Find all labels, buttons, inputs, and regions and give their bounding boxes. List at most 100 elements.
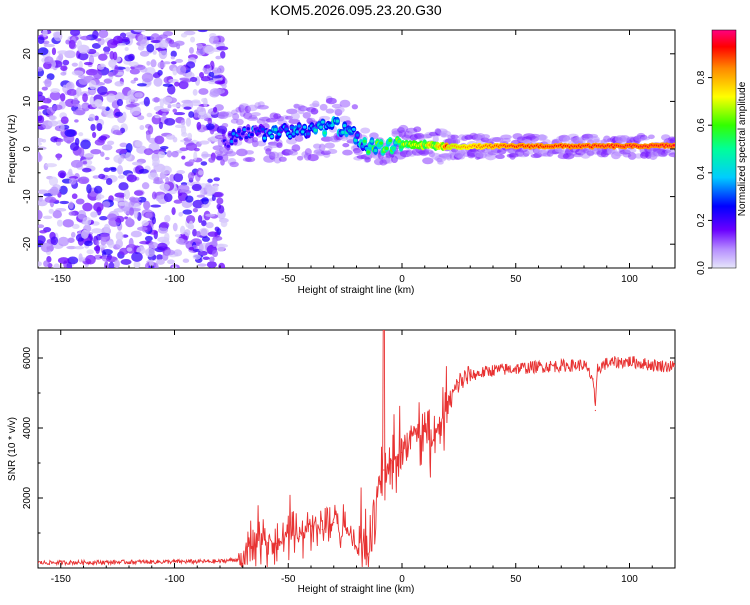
noise-blob <box>38 261 42 267</box>
noise-blob <box>57 170 67 179</box>
ridge-core <box>260 127 265 131</box>
noise-blob <box>171 207 176 216</box>
noise-blob <box>201 203 210 208</box>
noise-blob <box>122 234 129 238</box>
noise-blob <box>115 231 124 241</box>
noise-blob <box>70 30 81 37</box>
halo-blob <box>324 142 335 149</box>
halo-blob <box>247 116 259 121</box>
halo-blob <box>353 149 363 156</box>
noise-blob <box>172 136 178 143</box>
ridge-core <box>672 144 675 147</box>
colorbar-tick-label: 0.0 <box>696 261 707 275</box>
noise-blob <box>82 167 92 173</box>
ridge-core <box>319 125 323 129</box>
noise-blob <box>97 86 108 96</box>
snr-point <box>276 542 278 545</box>
halo-blob <box>413 126 422 133</box>
noise-blob <box>92 131 97 139</box>
noise-blob <box>114 92 125 102</box>
snr-point <box>128 561 130 563</box>
noise-blob <box>93 81 106 86</box>
noise-blob <box>121 36 130 43</box>
noise-blob <box>102 201 111 208</box>
noise-blob <box>93 70 103 80</box>
noise-blob <box>214 80 226 85</box>
noise-blob <box>52 104 63 111</box>
noise-blob <box>71 62 78 67</box>
ridge-core <box>368 144 372 148</box>
noise-blob <box>101 144 113 151</box>
noise-blob <box>69 142 80 151</box>
colorbar-tick-label: 0.6 <box>696 118 707 132</box>
noise-blob <box>171 103 182 108</box>
noise-blob <box>44 43 55 48</box>
halo-blob <box>319 103 328 111</box>
noise-blob <box>73 245 85 250</box>
snr-frame <box>37 329 676 569</box>
noise-blob <box>220 219 228 228</box>
noise-blob <box>174 124 186 129</box>
noise-blob <box>118 201 127 206</box>
noise-blob <box>133 261 141 268</box>
y-tick-label: 0 <box>22 146 33 152</box>
x-tick-label: -150 <box>51 274 71 285</box>
noise-blob <box>197 30 208 33</box>
ridge-core <box>230 139 234 144</box>
snr-point <box>515 367 517 370</box>
y-tick-label: -10 <box>22 189 33 204</box>
noise-blob <box>152 50 157 55</box>
halo-blob <box>360 127 371 134</box>
noise-blob <box>146 112 153 118</box>
noise-blob <box>201 197 209 205</box>
noise-blob <box>56 219 63 227</box>
noise-blob <box>167 259 175 265</box>
halo-blob <box>251 137 258 143</box>
noise-blob <box>42 30 48 38</box>
ridge-core <box>302 125 307 129</box>
noise-blob <box>68 211 76 216</box>
noise-blob <box>114 64 119 75</box>
noise-blob <box>192 89 198 96</box>
ridge-core <box>397 140 402 144</box>
noise-blob <box>216 197 224 205</box>
snr-point <box>367 553 369 555</box>
noise-blob <box>207 231 219 237</box>
noise-blob <box>137 226 148 231</box>
halo-blob <box>334 106 345 114</box>
noise-blob <box>38 142 43 146</box>
ridge-core <box>306 132 311 136</box>
noise-blob <box>148 241 159 248</box>
noise-blob <box>189 76 198 83</box>
noise-blob <box>201 97 207 103</box>
noise-blob <box>44 78 52 88</box>
noise-blob <box>50 88 61 94</box>
snr-point <box>435 430 437 433</box>
halo-blob <box>453 138 461 144</box>
noise-blob <box>205 213 216 217</box>
noise-blob <box>170 61 177 65</box>
noise-blob <box>161 165 172 175</box>
spectrogram-ylabel: Frequency (Hz) <box>7 115 18 184</box>
noise-blob <box>213 88 225 95</box>
noise-blob <box>184 229 191 237</box>
ridge-core <box>362 139 367 143</box>
noise-blob <box>60 123 65 132</box>
ridge-core <box>373 148 378 153</box>
noise-blob <box>151 191 157 200</box>
noise-blob <box>107 241 115 249</box>
x-tick-label: -150 <box>51 574 71 585</box>
noise-blob <box>71 223 80 230</box>
snr-point <box>592 378 594 380</box>
noise-blob <box>82 202 93 212</box>
noise-blob <box>122 95 129 100</box>
halo-blob <box>310 107 319 115</box>
noise-blob <box>114 259 120 268</box>
halo-blob <box>648 134 655 140</box>
noise-blob <box>57 257 70 264</box>
halo-blob <box>492 136 504 143</box>
noise-blob <box>156 254 164 261</box>
noise-blob <box>104 261 109 268</box>
noise-blob <box>200 228 208 237</box>
